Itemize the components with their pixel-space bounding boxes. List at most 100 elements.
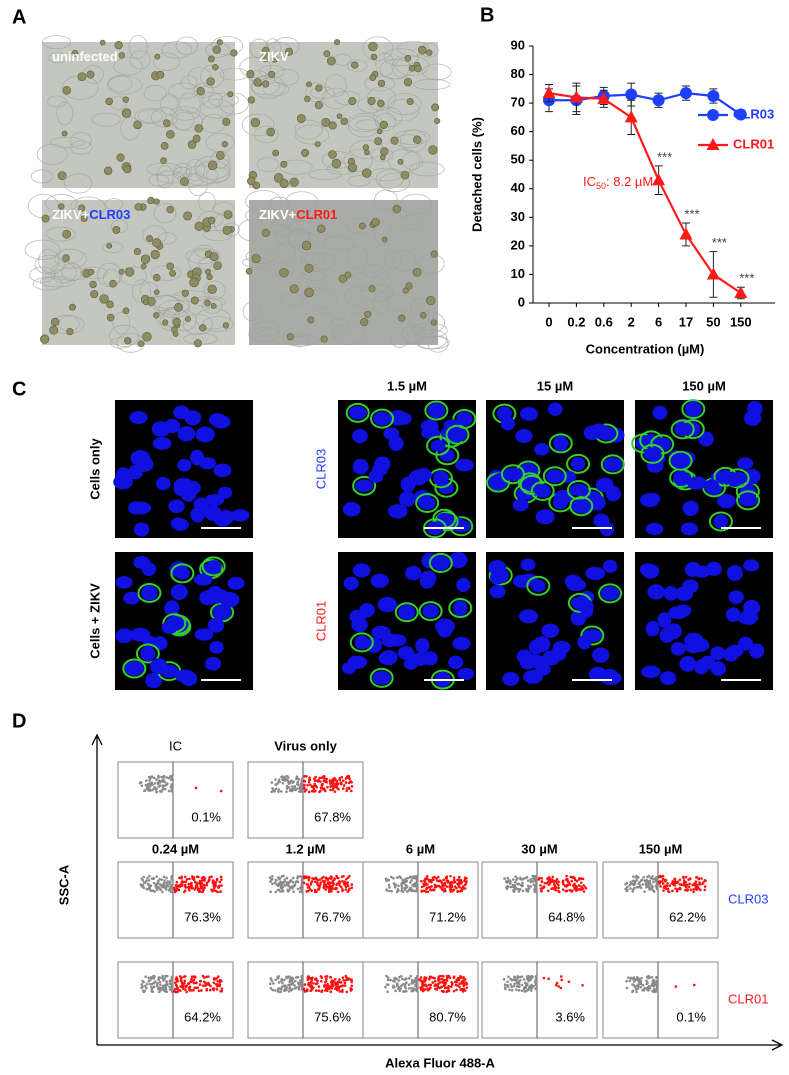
event (679, 888, 682, 891)
cell-round (262, 81, 269, 88)
cell-round (154, 199, 160, 205)
nucleus (645, 493, 660, 505)
cell-round (328, 150, 336, 158)
cell-round (106, 98, 113, 105)
event (161, 891, 164, 894)
event (308, 983, 311, 986)
cell-round (163, 120, 170, 127)
event (163, 879, 166, 882)
nucleus (592, 648, 609, 663)
event (169, 880, 172, 883)
event (328, 886, 331, 889)
event (345, 886, 348, 889)
event (152, 890, 155, 893)
x-tick-label: 0.6 (595, 314, 613, 329)
event (303, 882, 306, 885)
event (414, 983, 417, 986)
event (155, 778, 158, 781)
x-tick-label: 50 (706, 314, 720, 329)
nucleus (371, 574, 389, 588)
event (560, 979, 563, 982)
image-label: ZIKV+CLR01 (259, 207, 337, 222)
event (420, 880, 423, 883)
event (404, 985, 407, 988)
event (526, 876, 529, 879)
event (162, 979, 165, 982)
event (308, 781, 311, 784)
event (143, 876, 146, 879)
event (642, 883, 645, 886)
event (170, 779, 173, 782)
nucleus (355, 635, 369, 649)
event (519, 979, 522, 982)
nucleus (171, 517, 185, 530)
event (696, 876, 699, 879)
event (511, 985, 514, 988)
event (533, 890, 536, 893)
event (465, 877, 468, 880)
percent-label: 0.1% (191, 809, 221, 824)
event (539, 884, 542, 887)
nucleus (749, 643, 764, 658)
event (633, 984, 636, 987)
event (316, 982, 319, 985)
event (442, 991, 445, 994)
event (344, 984, 347, 987)
event (183, 891, 186, 894)
event (315, 977, 318, 980)
event (425, 977, 428, 980)
event (406, 877, 409, 880)
label-text: ZIKV (259, 49, 289, 64)
event (444, 987, 447, 990)
event (157, 988, 160, 991)
event (686, 889, 689, 892)
event (165, 981, 168, 984)
event (557, 881, 560, 884)
event (632, 989, 635, 992)
nucleus (679, 656, 696, 672)
cell-round (247, 177, 255, 185)
event (292, 788, 295, 791)
event (416, 890, 419, 893)
event (550, 880, 553, 883)
event (535, 886, 538, 889)
cell-round (161, 142, 168, 149)
event (269, 880, 272, 883)
event (179, 975, 182, 978)
event (669, 884, 672, 887)
event (503, 877, 506, 880)
event (436, 985, 439, 988)
event (338, 881, 341, 884)
event (271, 781, 274, 784)
event (656, 886, 659, 889)
nucleus (199, 590, 217, 605)
cell-round (167, 263, 174, 270)
event (547, 889, 550, 892)
event (403, 990, 406, 993)
event (176, 881, 179, 884)
event (158, 991, 161, 994)
y-tick-label: 80 (511, 66, 525, 81)
event (676, 888, 679, 891)
event (575, 885, 578, 888)
event (142, 981, 145, 984)
event (283, 979, 286, 982)
event (292, 885, 295, 888)
event (351, 785, 354, 788)
event (221, 987, 224, 990)
event (526, 978, 529, 981)
event (217, 975, 220, 978)
nucleus (671, 453, 691, 469)
event (405, 981, 408, 984)
cell-round (380, 148, 388, 156)
event (565, 878, 568, 881)
nucleus (452, 637, 470, 650)
nucleus (168, 499, 184, 513)
event (637, 882, 640, 885)
event (216, 878, 219, 881)
nucleus (571, 457, 585, 471)
event (390, 890, 393, 893)
event (683, 879, 686, 882)
event (171, 987, 174, 990)
event (210, 875, 213, 878)
